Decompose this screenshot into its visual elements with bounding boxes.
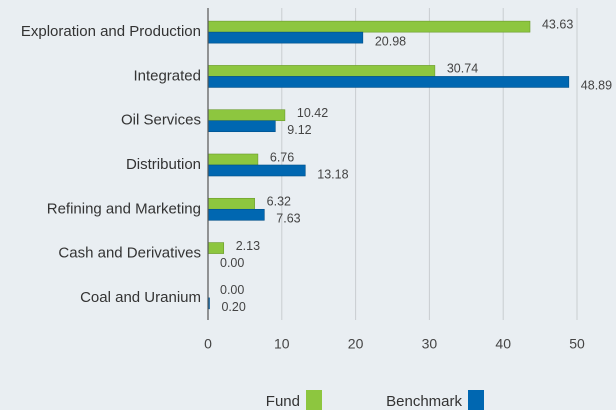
- bar: [207, 242, 225, 254]
- y-tick-label: Exploration and Production: [21, 23, 201, 40]
- bar: [207, 208, 265, 221]
- y-tick-label: Oil Services: [121, 112, 201, 129]
- value-label: 6.32: [267, 195, 291, 209]
- value-label: 10.42: [297, 106, 328, 120]
- y-tick-label: Cash and Derivatives: [58, 245, 201, 262]
- value-label: 2.13: [236, 239, 260, 253]
- legend-label: Benchmark: [386, 393, 462, 410]
- value-label: 48.89: [581, 79, 612, 93]
- value-label: 13.18: [317, 167, 348, 181]
- value-label: 0.00: [220, 256, 244, 270]
- y-tick-label: Coal and Uranium: [80, 289, 201, 306]
- bar: [207, 31, 364, 44]
- x-tick-label: 0: [204, 336, 212, 352]
- value-label: 0.20: [221, 300, 245, 314]
- legend-label: Fund: [266, 393, 300, 410]
- x-tick-label: 10: [274, 336, 290, 352]
- y-tick-label: Refining and Marketing: [47, 200, 201, 217]
- bar: [207, 197, 255, 210]
- x-tick-label: 50: [569, 336, 585, 352]
- bar: [207, 20, 531, 33]
- x-tick-label: 30: [422, 336, 438, 352]
- legend-swatch: [468, 390, 484, 410]
- x-tick-label: 20: [348, 336, 364, 352]
- bar: [207, 109, 286, 122]
- legend-swatch: [306, 390, 322, 410]
- value-label: 6.76: [270, 150, 294, 164]
- x-tick-label: 40: [495, 336, 511, 352]
- value-label: 7.63: [276, 212, 300, 226]
- bar: [207, 164, 306, 177]
- value-label: 30.74: [447, 62, 478, 76]
- value-label: 43.63: [542, 17, 573, 31]
- y-tick-label: Integrated: [133, 67, 201, 84]
- value-label: 20.98: [375, 34, 406, 48]
- value-label: 0.00: [220, 283, 244, 297]
- bar: [207, 76, 570, 88]
- bar: [207, 120, 276, 133]
- y-tick-label: Distribution: [126, 156, 201, 173]
- bar: [207, 65, 436, 77]
- value-label: 9.12: [287, 123, 311, 137]
- bar: [207, 153, 259, 166]
